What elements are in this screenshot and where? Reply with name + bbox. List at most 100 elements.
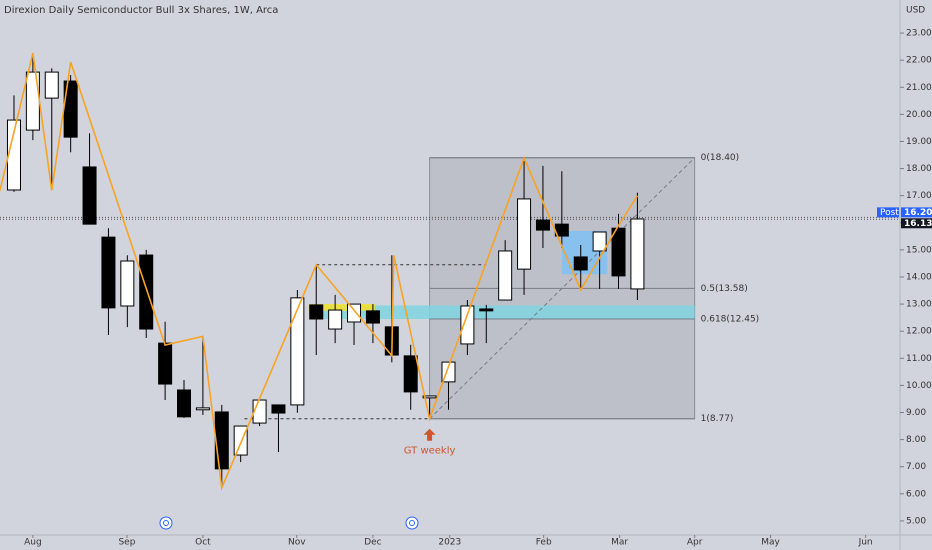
fib-label: 1(8.77)	[701, 414, 734, 424]
y-tick-label: 20.00	[906, 110, 932, 120]
y-tick-label: 9.00	[906, 408, 926, 418]
x-tick-label: Jun	[858, 538, 873, 548]
candle-body	[233, 425, 248, 456]
zigzag-line	[0, 52, 639, 491]
candle-body	[120, 260, 135, 307]
candle-body	[403, 355, 418, 393]
candle-body	[592, 231, 607, 252]
candle	[120, 255, 135, 328]
candle	[630, 192, 645, 301]
x-tick-label: Oct	[195, 538, 211, 548]
candle	[195, 336, 210, 415]
plot	[0, 52, 900, 491]
y-tick-label: 6.00	[906, 489, 926, 499]
candle	[517, 161, 532, 295]
zone	[316, 305, 695, 319]
candle-body	[271, 404, 286, 414]
y-tick-label: 13.00	[906, 300, 932, 310]
candle	[252, 399, 267, 427]
candle	[460, 300, 475, 356]
candle-body	[177, 389, 192, 418]
x-tick-label: Feb	[536, 538, 552, 548]
candle-body	[517, 198, 532, 270]
annotation-label: GT weekly	[404, 446, 456, 457]
y-tick-label: 15.00	[906, 245, 932, 255]
candle-body	[252, 399, 267, 424]
y-tick-label: 8.00	[906, 435, 926, 445]
price-tag	[877, 207, 899, 218]
fib-label: 0.618(12.45)	[701, 314, 760, 324]
chart-title: Direxion Daily Semiconductor Bull 3x Sha…	[4, 5, 278, 16]
x-tick-label: Dec	[364, 538, 381, 548]
x-tick-label: Sep	[118, 538, 135, 548]
candle-body	[460, 305, 475, 345]
candle-body	[365, 310, 380, 324]
candle-body	[82, 166, 97, 225]
x-tick-label: Mar	[611, 538, 628, 548]
candle	[403, 344, 418, 410]
candle-body	[535, 219, 550, 231]
y-tick-label: 23.00	[906, 29, 932, 39]
candle	[422, 395, 437, 418]
candle	[365, 304, 380, 344]
candle-body	[101, 236, 116, 309]
currency: USD	[906, 6, 925, 16]
candle-body	[328, 309, 343, 330]
price-tag-label: Post	[880, 208, 899, 218]
candle	[479, 304, 494, 344]
zone	[308, 304, 375, 311]
candle-body	[158, 342, 173, 385]
candle-body	[630, 218, 645, 290]
candle-body	[479, 308, 494, 312]
candle	[498, 240, 513, 301]
candle	[44, 68, 59, 191]
event-icon	[159, 516, 173, 530]
price-label: 16.13	[904, 219, 932, 229]
candle-body	[498, 250, 513, 301]
y-tick-label: 21.00	[906, 83, 932, 93]
candle-body	[309, 304, 324, 320]
y-tick-label: 10.00	[906, 381, 932, 391]
candle-body	[195, 407, 210, 411]
candle-body	[6, 119, 21, 191]
y-tick-label: 22.00	[906, 56, 932, 66]
candle	[328, 294, 343, 344]
price-tag	[901, 207, 932, 218]
fib-label: 0.5(13.58)	[701, 284, 748, 294]
candle	[347, 303, 362, 346]
y-tick-label: 14.00	[906, 272, 932, 282]
y-tick-label: 18.00	[906, 164, 932, 174]
candle-body	[347, 303, 362, 323]
price-tag	[901, 218, 932, 229]
candle-body	[139, 254, 154, 330]
y-tick-label: 19.00	[906, 137, 932, 147]
y-tick-label: 7.00	[906, 462, 926, 472]
candle	[535, 165, 550, 248]
event-icon	[405, 516, 419, 530]
candle-body	[290, 297, 305, 406]
candle	[592, 231, 607, 289]
y-tick-label: 17.00	[906, 191, 932, 201]
candle	[82, 133, 97, 225]
candle-body	[611, 227, 626, 277]
candle-body	[573, 256, 588, 271]
candle	[309, 264, 324, 356]
x-tick-label: Apr	[687, 538, 703, 548]
diagonal	[429, 157, 695, 420]
x-tick-label: Nov	[288, 538, 306, 548]
candle	[177, 379, 192, 418]
candle	[101, 228, 116, 335]
candle-body	[44, 71, 59, 99]
y-tick-label: 5.00	[906, 516, 926, 526]
fib-label: 0(18.40)	[701, 153, 740, 163]
candle	[271, 404, 286, 453]
candle-body	[422, 395, 437, 399]
annotation-arrow	[423, 428, 436, 441]
candle-body	[214, 411, 229, 470]
x-tick-label: 2023	[438, 538, 461, 548]
candle	[233, 425, 248, 463]
y-tick-label: 11.00	[906, 354, 932, 364]
x-tick-label: Aug	[24, 538, 42, 548]
